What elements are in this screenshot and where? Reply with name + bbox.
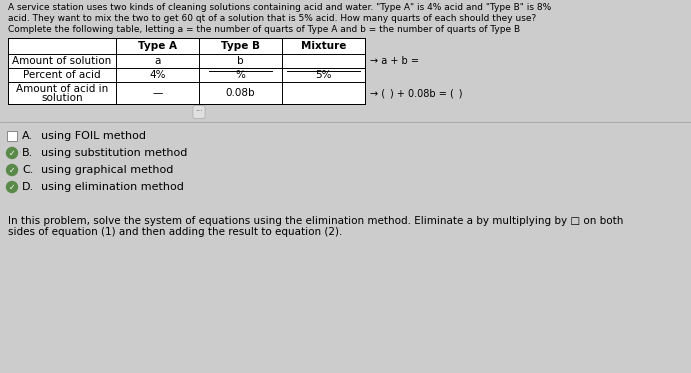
Bar: [7, 131, 17, 141]
Text: solution: solution: [41, 93, 83, 103]
Text: using FOIL method: using FOIL method: [34, 131, 146, 141]
Text: Percent of acid: Percent of acid: [23, 70, 101, 80]
Text: Amount of solution: Amount of solution: [12, 56, 112, 66]
Text: acid. They want to mix the two to get 60 qt of a solution that is 5% acid. How m: acid. They want to mix the two to get 60…: [8, 14, 536, 23]
Text: A service station uses two kinds of cleaning solutions containing acid and water: A service station uses two kinds of clea…: [8, 3, 551, 12]
Text: 0.08b: 0.08b: [226, 88, 255, 98]
Text: b: b: [237, 56, 244, 66]
Text: Type A: Type A: [138, 41, 177, 51]
Text: using substitution method: using substitution method: [34, 148, 187, 158]
Text: —: —: [152, 88, 162, 98]
Text: %: %: [236, 70, 245, 80]
Text: 4%: 4%: [149, 70, 166, 80]
Text: → a + b =: → a + b =: [370, 56, 444, 66]
Text: ✓: ✓: [9, 166, 15, 175]
Text: ···: ···: [195, 107, 203, 116]
Text: Amount of acid in: Amount of acid in: [16, 84, 108, 94]
Text: A.: A.: [22, 131, 33, 141]
Text: sides of equation (1) and then adding the result to equation (2).: sides of equation (1) and then adding th…: [8, 227, 342, 237]
Text: D.: D.: [22, 182, 34, 192]
Text: ✓: ✓: [9, 148, 15, 157]
Text: Type B: Type B: [221, 41, 260, 51]
Text: using elimination method: using elimination method: [34, 182, 184, 192]
Circle shape: [6, 182, 17, 192]
Text: 5%: 5%: [315, 70, 332, 80]
Text: Complete the following table, letting a = the number of quarts of Type A and b =: Complete the following table, letting a …: [8, 25, 520, 34]
Circle shape: [6, 164, 17, 176]
Text: using graphical method: using graphical method: [34, 165, 173, 175]
Text: → (   ) + 0.08b = (   ): → ( ) + 0.08b = ( ): [370, 88, 462, 98]
Bar: [8, 38, 365, 104]
Text: In this problem, solve the system of equations using the elimination method. Eli: In this problem, solve the system of equ…: [8, 216, 623, 226]
Circle shape: [6, 147, 17, 159]
Text: C.: C.: [22, 165, 33, 175]
Text: a: a: [154, 56, 161, 66]
Text: ✓: ✓: [9, 182, 15, 191]
Text: Mixture: Mixture: [301, 41, 346, 51]
Text: B.: B.: [22, 148, 33, 158]
